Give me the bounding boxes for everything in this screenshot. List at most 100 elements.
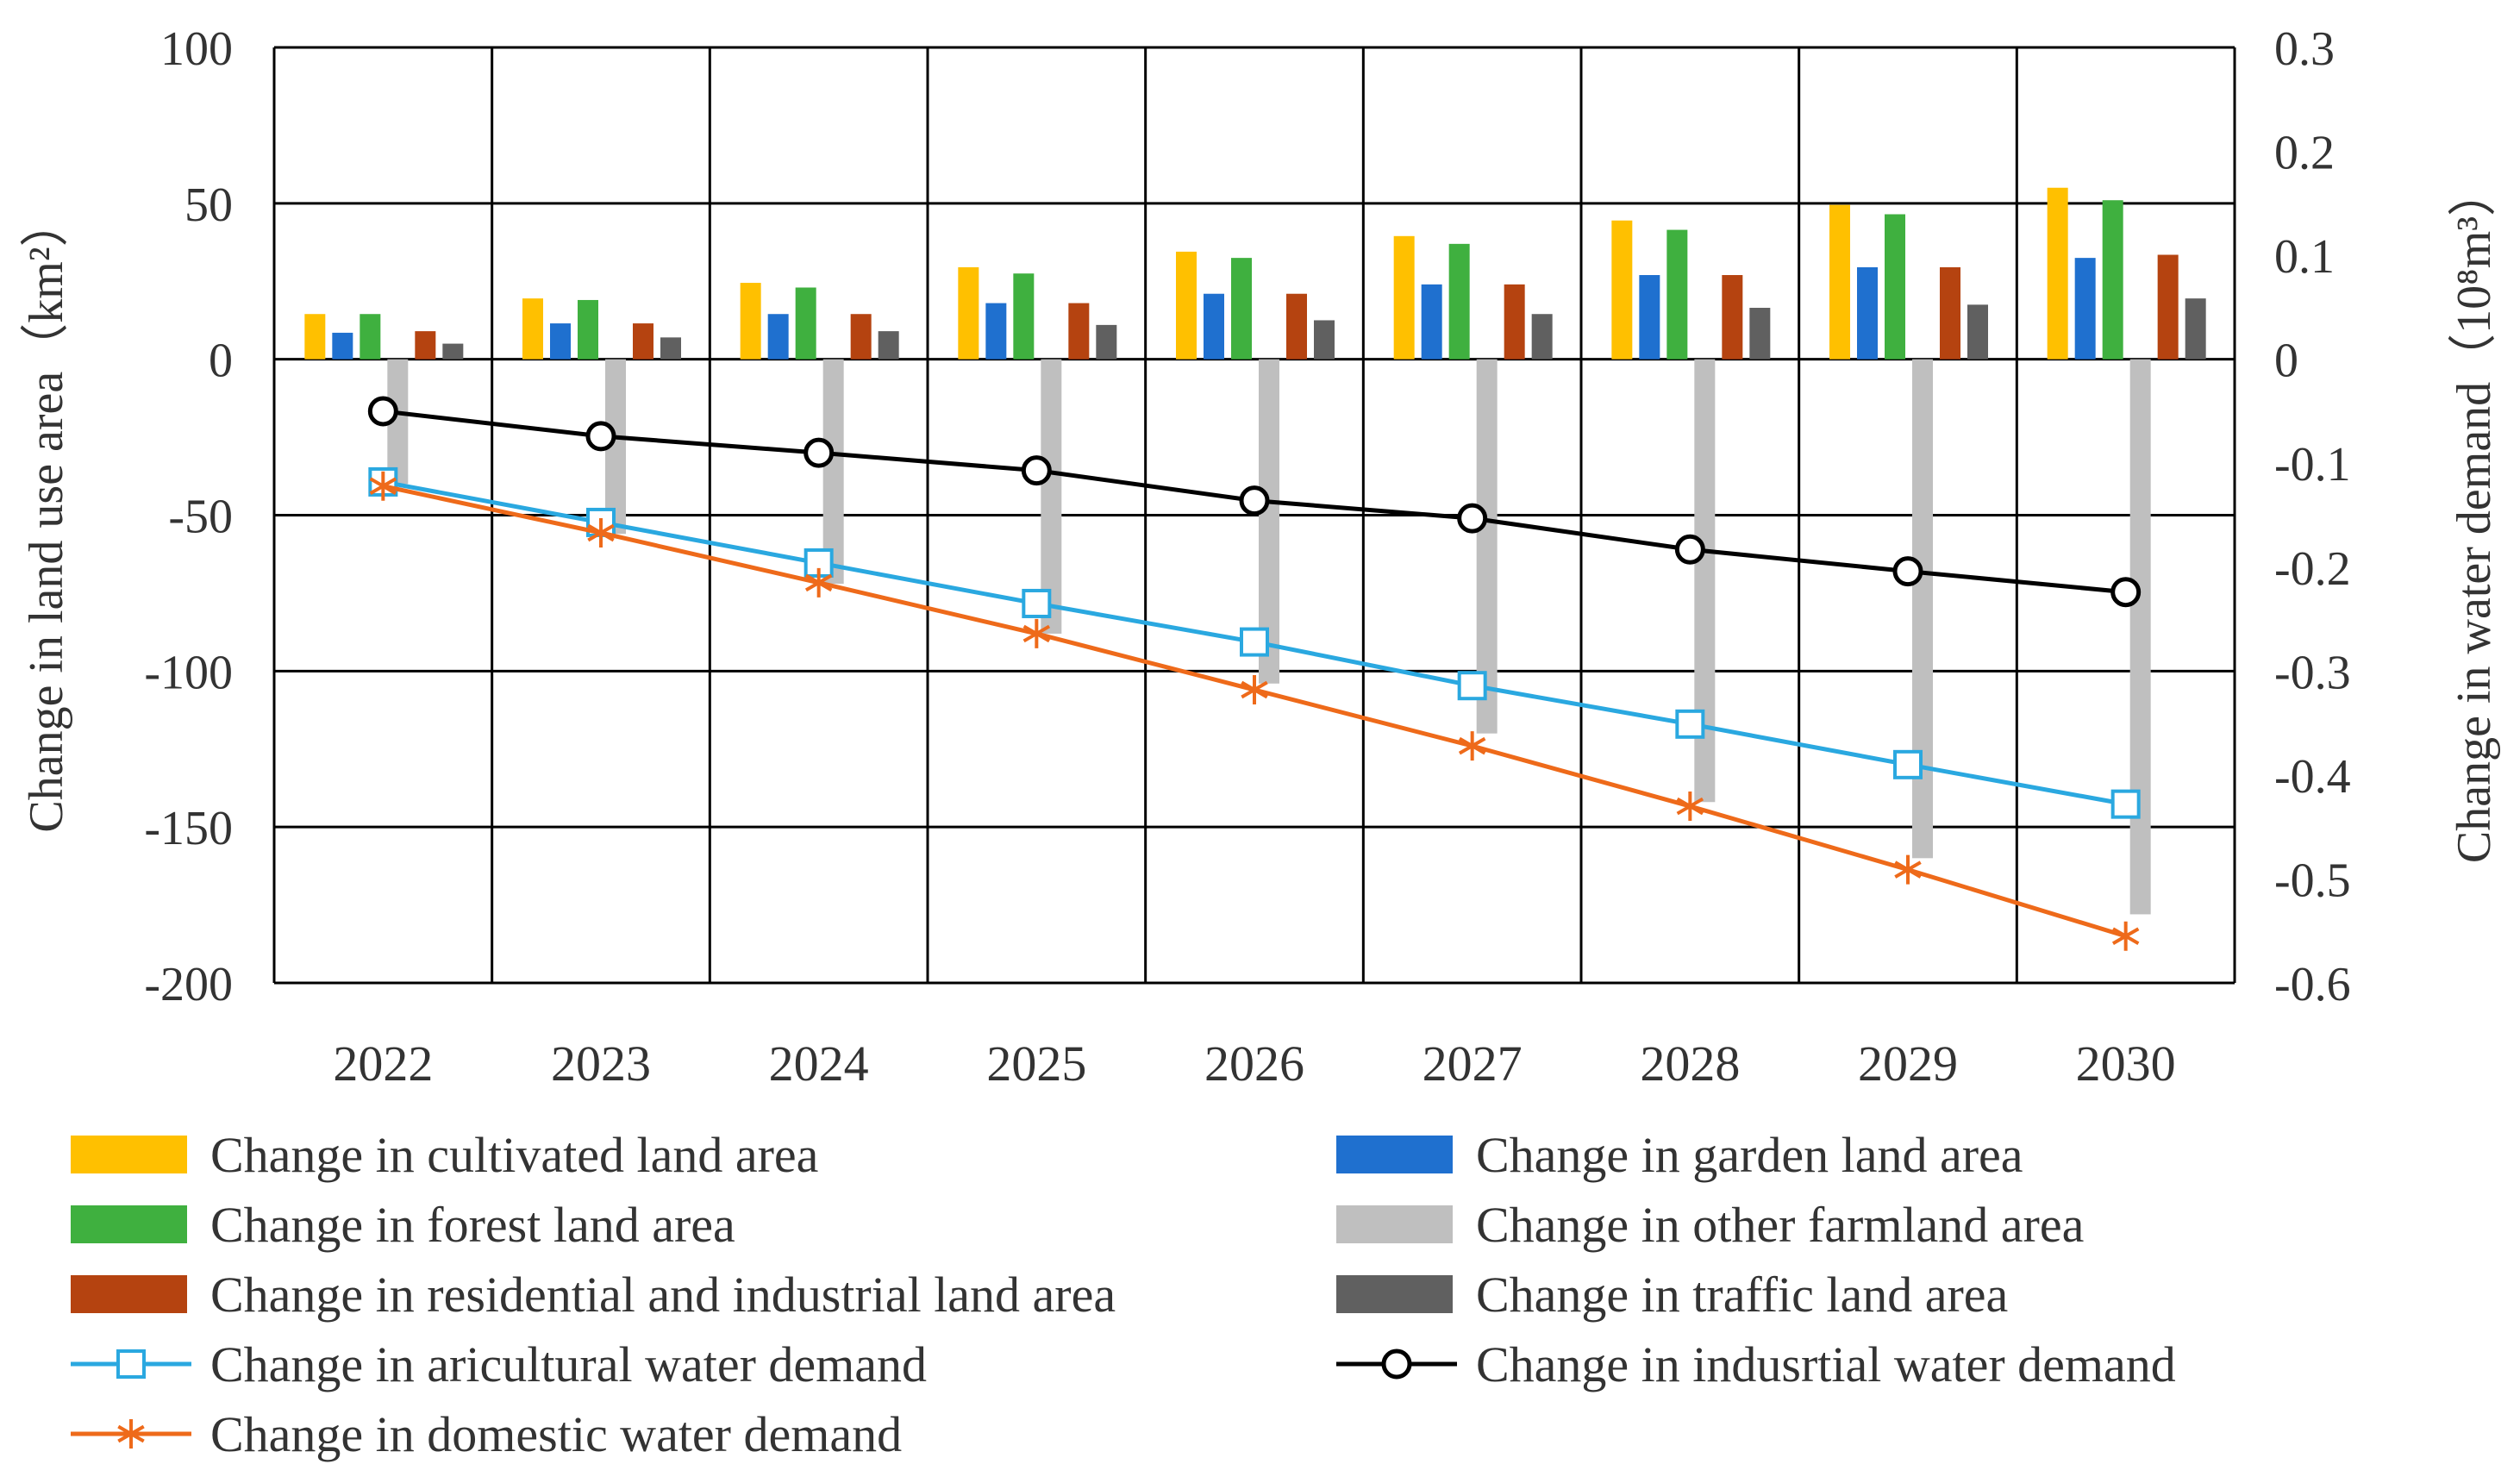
bar-change-in-residential-and-industrial-land-area bbox=[633, 323, 653, 360]
bar-change-in-forest-land-area bbox=[1666, 229, 1688, 360]
marker-change-in-domestic-water-demand bbox=[1241, 675, 1268, 705]
bar-change-in-other-farmland-area bbox=[1912, 359, 1933, 859]
bar-change-in-residential-and-industrial-land-area bbox=[1940, 266, 1960, 360]
bars bbox=[304, 187, 2206, 915]
bar-change-in-other-farmland-area bbox=[1041, 359, 1062, 634]
bar-change-in-traffic-land-area bbox=[1314, 320, 1335, 360]
x-tick-label: 2028 bbox=[1640, 1036, 1740, 1092]
bar-change-in-traffic-land-area bbox=[2185, 298, 2206, 360]
legend-swatch-change-in-residential-and-industrial-land-area bbox=[71, 1275, 187, 1313]
y-left-tick-label: 100 bbox=[160, 22, 233, 76]
marker-change-in-indusrtial-water-demand bbox=[367, 396, 398, 427]
marker-change-in-domestic-water-demand bbox=[2111, 921, 2140, 951]
legend-label: Change in forest land area bbox=[210, 1197, 735, 1253]
bar-change-in-cultivated-land-area bbox=[2047, 187, 2068, 360]
marker-change-in-indusrtial-water-demand bbox=[1674, 534, 1705, 565]
bar-change-in-garden-land-area bbox=[2074, 258, 2096, 360]
y-left-tick-label: -100 bbox=[144, 646, 233, 699]
bar-change-in-garden-land-area bbox=[1421, 284, 1442, 360]
bar-change-in-garden-land-area bbox=[332, 332, 353, 360]
y-left-tick-label: -200 bbox=[144, 958, 233, 1011]
bar-change-in-cultivated-land-area bbox=[740, 283, 761, 360]
y-right-tick-label: -0.5 bbox=[2274, 854, 2351, 907]
bar-change-in-forest-land-area bbox=[360, 314, 381, 360]
bar-change-in-garden-land-area bbox=[1639, 275, 1660, 360]
marker-change-in-domestic-water-demand bbox=[1676, 792, 1704, 822]
x-tick-label: 2030 bbox=[2076, 1036, 2176, 1092]
bar-change-in-forest-land-area bbox=[1885, 214, 1905, 360]
legend-marker-change-in-domestic-water-demand bbox=[117, 1419, 145, 1449]
bar-change-in-residential-and-industrial-land-area bbox=[1068, 303, 1090, 360]
x-tick-label: 2022 bbox=[333, 1036, 433, 1092]
legend-label: Change in cultivated land area bbox=[210, 1127, 818, 1183]
marker-change-in-indusrtial-water-demand bbox=[2110, 577, 2142, 608]
bar-change-in-garden-land-area bbox=[1204, 293, 1224, 360]
legend-label: Change in domestic water demand bbox=[210, 1406, 902, 1462]
y-right-tick-label: 0.1 bbox=[2274, 230, 2335, 284]
marker-change-in-aricultural-water-demand bbox=[2110, 789, 2141, 819]
marker-change-in-aricultural-water-demand bbox=[1457, 671, 1487, 701]
bar-change-in-forest-land-area bbox=[1231, 258, 1252, 360]
bar-change-in-other-farmland-area bbox=[822, 359, 844, 585]
x-tick-label: 2026 bbox=[1204, 1036, 1304, 1092]
marker-change-in-aricultural-water-demand bbox=[1240, 627, 1269, 657]
legend-label: Change in residential and industrial lan… bbox=[210, 1267, 1116, 1323]
bar-change-in-cultivated-land-area bbox=[1176, 251, 1197, 360]
marker-change-in-aricultural-water-demand bbox=[1022, 588, 1052, 618]
grid bbox=[272, 46, 2236, 985]
bar-change-in-forest-land-area bbox=[578, 299, 598, 360]
marker-change-in-domestic-water-demand bbox=[369, 471, 397, 501]
y-left-tick-label: -150 bbox=[144, 802, 233, 855]
bar-change-in-cultivated-land-area bbox=[522, 298, 543, 360]
legend-marker-change-in-indusrtial-water-demand bbox=[1381, 1348, 1412, 1380]
marker-change-in-indusrtial-water-demand bbox=[1021, 455, 1052, 486]
y-right-tick-label: -0.6 bbox=[2274, 958, 2351, 1011]
y-right-tick-label: -0.3 bbox=[2274, 646, 2351, 699]
bar-change-in-forest-land-area bbox=[1013, 273, 1035, 360]
marker-change-in-indusrtial-water-demand bbox=[1239, 485, 1270, 516]
marker-change-in-aricultural-water-demand bbox=[1675, 709, 1705, 739]
bar-change-in-garden-land-area bbox=[550, 323, 571, 360]
legend-label: Change in traffic land area bbox=[1476, 1267, 2008, 1323]
marker-change-in-domestic-water-demand bbox=[1022, 618, 1051, 648]
bar-change-in-garden-land-area bbox=[767, 314, 789, 360]
marker-change-in-indusrtial-water-demand bbox=[1457, 503, 1488, 534]
legend-swatch-change-in-traffic-land-area bbox=[1336, 1275, 1453, 1313]
bar-change-in-residential-and-industrial-land-area bbox=[1286, 293, 1307, 360]
bar-change-in-residential-and-industrial-land-area bbox=[850, 314, 872, 360]
bar-change-in-traffic-land-area bbox=[660, 337, 681, 360]
bar-change-in-residential-and-industrial-land-area bbox=[415, 331, 436, 360]
marker-change-in-aricultural-water-demand bbox=[1893, 749, 1923, 779]
bar-change-in-garden-land-area bbox=[985, 303, 1007, 360]
bar-change-in-residential-and-industrial-land-area bbox=[1722, 275, 1743, 360]
bar-change-in-traffic-land-area bbox=[878, 331, 899, 360]
legend-swatch-change-in-other-farmland-area bbox=[1336, 1205, 1453, 1243]
legend-marker-change-in-aricultural-water-demand bbox=[116, 1349, 146, 1379]
x-tick-label: 2025 bbox=[986, 1036, 1086, 1092]
bar-change-in-other-farmland-area bbox=[2129, 359, 2151, 915]
y-left-tick-label: 0 bbox=[209, 335, 233, 388]
legend-swatch-change-in-forest-land-area bbox=[71, 1205, 187, 1243]
x-tick-label: 2029 bbox=[1858, 1036, 1958, 1092]
bar-change-in-residential-and-industrial-land-area bbox=[2157, 254, 2179, 360]
y-right-tick-label: -0.1 bbox=[2274, 438, 2351, 491]
bar-change-in-forest-land-area bbox=[795, 287, 816, 360]
lines bbox=[367, 396, 2142, 951]
bar-change-in-garden-land-area bbox=[1857, 266, 1878, 360]
y-left-tick-label: 50 bbox=[184, 178, 233, 232]
legend-label: Change in other farmland area bbox=[1476, 1197, 2084, 1253]
marker-change-in-domestic-water-demand bbox=[1458, 731, 1486, 761]
bar-change-in-cultivated-land-area bbox=[1393, 235, 1415, 360]
marker-change-in-domestic-water-demand bbox=[1894, 854, 1922, 885]
marker-change-in-indusrtial-water-demand bbox=[804, 437, 835, 468]
legend-swatch-change-in-garden-land-area bbox=[1336, 1136, 1453, 1173]
x-tick-label: 2023 bbox=[551, 1036, 651, 1092]
bar-change-in-cultivated-land-area bbox=[304, 314, 326, 360]
marker-change-in-indusrtial-water-demand bbox=[1892, 556, 1923, 587]
legend-label: Change in aricultural water demand bbox=[210, 1336, 927, 1392]
bar-change-in-cultivated-land-area bbox=[1611, 220, 1633, 360]
bar-change-in-residential-and-industrial-land-area bbox=[1504, 284, 1525, 360]
bar-change-in-forest-land-area bbox=[2102, 200, 2123, 360]
